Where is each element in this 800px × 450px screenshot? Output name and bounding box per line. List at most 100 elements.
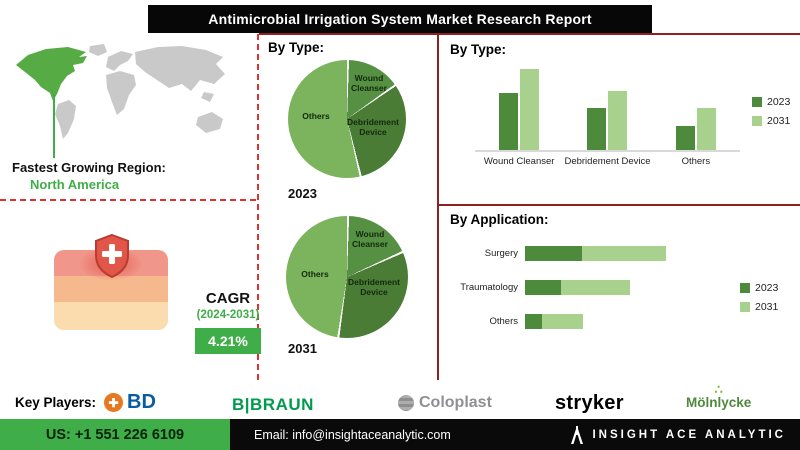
app-bar xyxy=(525,314,583,329)
cagr-value-badge: 4.21% xyxy=(195,328,261,354)
bar-2023 xyxy=(499,93,519,150)
bar-2031 xyxy=(696,108,716,150)
bbraun-logo: B|BRAUN xyxy=(232,395,314,414)
continent-south-america xyxy=(55,100,76,139)
email-text: Email: info@insightaceanalytic.com xyxy=(254,427,451,442)
bar-category-label: Others xyxy=(681,156,711,167)
application-chart: Surgery Traumatology Others xyxy=(452,246,732,348)
pie-chart-2023: Wound Cleanser Debridement Device Others xyxy=(288,60,406,178)
pie-slice-label-debridement: Debridement Device xyxy=(348,277,400,297)
legend-swatch-2023 xyxy=(752,97,762,107)
legend-item-2023: 2023 xyxy=(740,282,778,294)
bar-chart-categories: Wound Cleanser Debridement Device Others xyxy=(475,152,740,167)
coloplast-sphere-icon xyxy=(398,395,414,411)
footer-bar: Email: info@insightaceanalytic.com INSIG… xyxy=(230,419,800,450)
bar-2031 xyxy=(608,91,628,150)
pie-slice-label-wound-cleanser: Wound Cleanser xyxy=(352,229,388,249)
molnlycke-logo-text: Mölnlycke xyxy=(686,395,752,410)
pie-section-heading: By Type: xyxy=(268,40,325,55)
divider-dashed-horizontal xyxy=(0,199,256,201)
legend-item-2031: 2031 xyxy=(752,115,790,127)
divider-maroon-top xyxy=(259,33,800,35)
continent-north-america-highlight xyxy=(16,47,87,101)
app-bar-segment-2023 xyxy=(525,314,542,329)
divider-maroon-middle xyxy=(437,204,800,206)
app-row: Traumatology xyxy=(452,280,732,295)
pie-slice-label-others: Others xyxy=(301,269,329,279)
cagr-period: (2024-2031) xyxy=(196,309,260,321)
bar-group xyxy=(475,58,563,150)
pie-slice-label-wound-cleanser: Wound Cleanser xyxy=(351,73,387,93)
continent-africa xyxy=(106,71,136,115)
continent-asia xyxy=(135,46,225,91)
app-bar xyxy=(525,246,666,261)
key-players-label: Key Players: xyxy=(15,395,97,410)
pie-2031 xyxy=(286,216,408,338)
brand-logo-icon xyxy=(571,425,584,444)
continent-australia xyxy=(196,112,223,133)
app-bar xyxy=(525,280,630,295)
brand-lockup: INSIGHT ACE ANALYTIC xyxy=(570,425,786,444)
phone-box: US: +1 551 226 6109 xyxy=(0,419,230,450)
app-bar-segment-2031 xyxy=(582,246,666,261)
legend-label-2031: 2031 xyxy=(755,301,779,313)
bd-flower-icon: ✚ xyxy=(104,393,123,412)
molnlycke-logo: ∴ Mölnlycke xyxy=(686,382,752,410)
continent-greenland xyxy=(89,44,107,56)
pie-chart-2031: Wound Cleanser Debridement Device Others xyxy=(286,216,408,338)
app-row: Others xyxy=(452,314,732,329)
bar-2031 xyxy=(520,69,540,150)
bar-chart xyxy=(475,58,740,152)
coloplast-logo: Coloplast xyxy=(398,394,492,412)
continent-se-asia xyxy=(201,92,214,102)
pie-year-label-2023: 2023 xyxy=(288,186,317,201)
legend-item-2031: 2031 xyxy=(740,301,778,313)
bar-category-label: Debridement Device xyxy=(564,156,651,167)
app-bar-segment-2031 xyxy=(542,314,583,329)
continent-europe xyxy=(106,51,133,71)
bar-chart-legend: 2023 2031 xyxy=(752,96,790,127)
bd-logo-text: BD xyxy=(127,391,156,413)
divider-dashed-vertical xyxy=(257,34,259,380)
molnlycke-dots-icon: ∴ xyxy=(714,382,723,397)
shield-cross-icon xyxy=(95,233,129,279)
app-bar-segment-2023 xyxy=(525,280,561,295)
fastest-growing-region-label: Fastest Growing Region: xyxy=(12,160,166,175)
application-chart-legend: 2023 2031 xyxy=(740,282,778,313)
application-section-heading: By Application: xyxy=(450,212,549,227)
app-category-label: Surgery xyxy=(484,248,518,259)
divider-maroon-vertical xyxy=(437,33,439,380)
bar-category-label: Wound Cleanser xyxy=(483,156,555,167)
app-bar-segment-2023 xyxy=(525,246,582,261)
world-map xyxy=(16,44,225,158)
bar-2023 xyxy=(675,126,695,150)
legend-swatch-2023 xyxy=(740,283,750,293)
pie-2023 xyxy=(288,60,406,178)
legend-item-2023: 2023 xyxy=(752,96,790,108)
legend-swatch-2031 xyxy=(752,116,762,126)
coloplast-logo-text: Coloplast xyxy=(419,394,492,411)
report-title: Antimicrobial Irrigation System Market R… xyxy=(208,11,592,27)
bar-group xyxy=(563,58,651,150)
app-bar-segment-2031 xyxy=(561,280,630,295)
cagr-label: CAGR xyxy=(205,290,251,307)
legend-label-2023: 2023 xyxy=(767,96,791,108)
legend-label-2023: 2023 xyxy=(755,282,779,294)
bar-group xyxy=(652,58,740,150)
phone-number: US: +1 551 226 6109 xyxy=(45,426,185,443)
brand-name: INSIGHT ACE ANALYTIC xyxy=(592,428,786,441)
stryker-logo: stryker xyxy=(555,392,624,414)
legend-label-2031: 2031 xyxy=(767,115,791,127)
pie-slice-label-debridement: Debridement Device xyxy=(347,117,399,137)
app-row: Surgery xyxy=(452,246,732,261)
bar-2023 xyxy=(587,108,607,150)
pie-slice-label-others: Others xyxy=(302,111,330,121)
fastest-growing-region-value: North America xyxy=(30,177,120,192)
legend-swatch-2031 xyxy=(740,302,750,312)
bar-section-heading: By Type: xyxy=(450,42,507,57)
bd-logo: ✚ BD xyxy=(104,391,156,414)
cagr-block: CAGR (2024-2031) 4.21% xyxy=(180,290,276,354)
title-bar: Antimicrobial Irrigation System Market R… xyxy=(148,5,652,33)
app-category-label: Others xyxy=(489,316,518,327)
